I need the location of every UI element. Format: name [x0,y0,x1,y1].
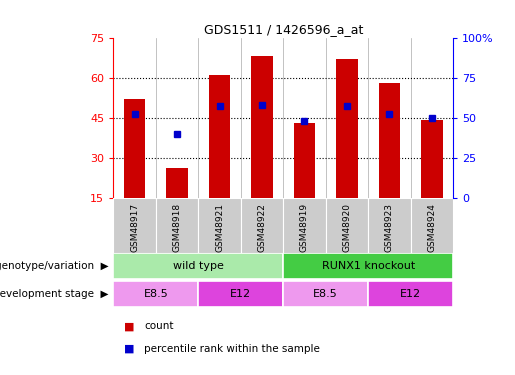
Bar [113,198,156,253]
Bar [368,280,453,307]
Bar [251,56,272,198]
Text: GSM48921: GSM48921 [215,203,224,252]
Bar [166,168,187,198]
Bar [113,280,198,307]
Text: GSM48919: GSM48919 [300,203,309,252]
Title: GDS1511 / 1426596_a_at: GDS1511 / 1426596_a_at [203,23,363,36]
Text: percentile rank within the sample: percentile rank within the sample [144,344,320,354]
Bar [283,253,453,279]
Text: GSM48918: GSM48918 [173,203,181,252]
Bar [113,253,283,279]
Text: genotype/variation  ▶: genotype/variation ▶ [0,261,108,272]
Text: E8.5: E8.5 [313,289,338,299]
Text: GSM48917: GSM48917 [130,203,139,252]
Text: wild type: wild type [173,261,224,272]
Text: ■: ■ [124,344,134,354]
Bar [283,198,325,253]
Text: GSM48924: GSM48924 [427,203,436,252]
Bar [198,198,241,253]
Bar [241,198,283,253]
Bar [368,198,410,253]
Text: E8.5: E8.5 [143,289,168,299]
Bar [294,123,315,198]
Text: ■: ■ [124,321,134,331]
Bar [325,198,368,253]
Text: GSM48923: GSM48923 [385,203,394,252]
Bar [156,198,198,253]
Text: RUNX1 knockout: RUNX1 knockout [321,261,415,272]
Text: E12: E12 [230,289,251,299]
Text: GSM48920: GSM48920 [342,203,351,252]
Bar [421,120,442,198]
Text: GSM48922: GSM48922 [258,203,266,252]
Bar [283,280,368,307]
Text: development stage  ▶: development stage ▶ [0,289,108,299]
Text: count: count [144,321,174,331]
Bar [124,99,145,198]
Text: E12: E12 [400,289,421,299]
Bar [209,75,230,198]
Bar [198,280,283,307]
Bar [410,198,453,253]
Bar [336,59,357,198]
Bar [379,83,400,198]
